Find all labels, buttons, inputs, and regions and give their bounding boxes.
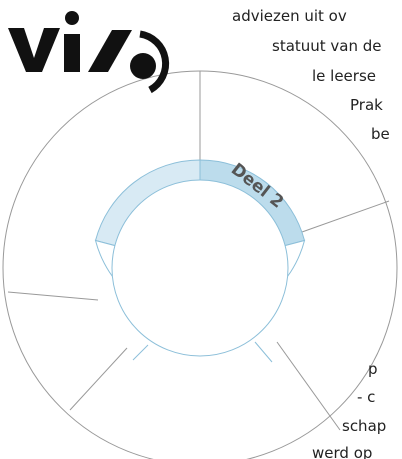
- text-line: p: [368, 360, 378, 378]
- body-text: adviezen uit ov statuut van de le leerse…: [232, 7, 390, 459]
- inner-circle: [111, 179, 289, 357]
- text-line: statuut van de: [272, 37, 382, 55]
- logo: [8, 11, 170, 94]
- inner-dividers: [132, 341, 273, 363]
- text-line: - c: [357, 388, 375, 406]
- text-line: le leerse: [312, 67, 376, 85]
- text-line: adviezen uit ov: [232, 7, 347, 25]
- text-line: be: [371, 125, 390, 143]
- text-line: werd op: [312, 444, 372, 459]
- outer-dividers: [7, 71, 390, 431]
- diagram: Deel 2: [2, 70, 398, 459]
- text-line: Prak: [350, 96, 383, 114]
- text-line: schap: [342, 417, 386, 435]
